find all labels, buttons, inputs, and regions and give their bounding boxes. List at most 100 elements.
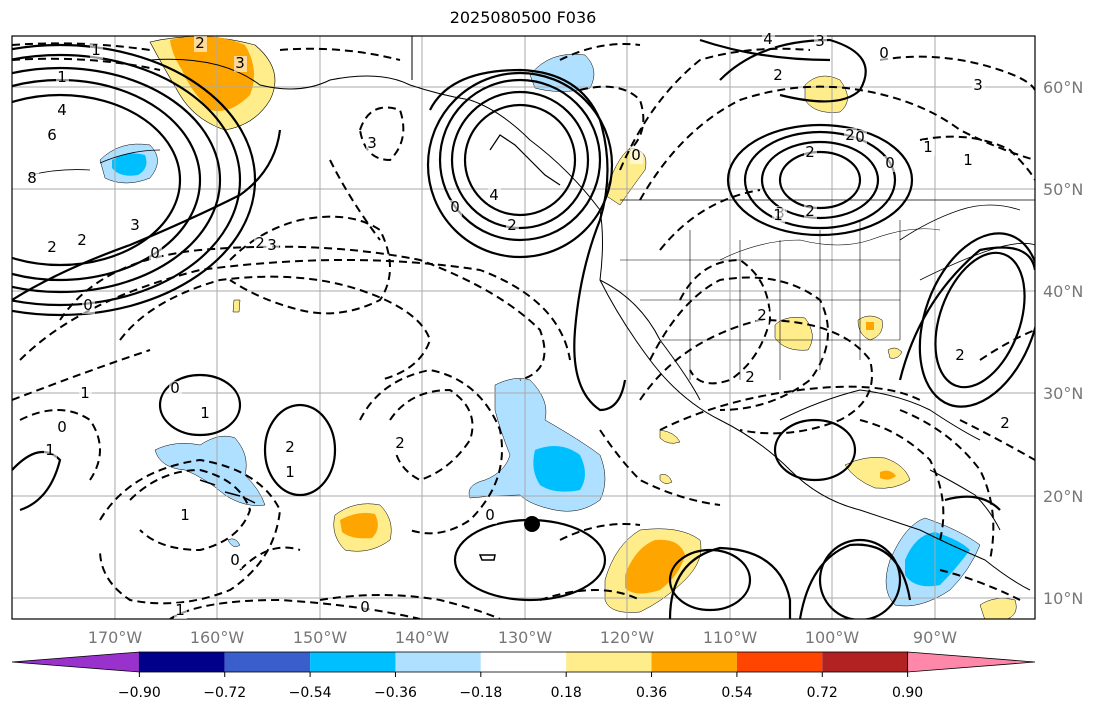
contour-label-bg [884, 156, 897, 172]
contour-label-bg [744, 370, 757, 386]
contour-label: 4 [763, 30, 773, 48]
contour-label-bg [129, 218, 142, 234]
contour-label-bg [359, 600, 372, 616]
contour-label: 2 [773, 66, 783, 84]
contour-label-bg [954, 348, 967, 364]
contour-label: 2 [745, 368, 755, 386]
contour-label-bg [79, 386, 92, 402]
contour-label: 1 [57, 68, 67, 86]
contour-label: 3 [130, 216, 140, 234]
coastlines [29, 36, 1035, 591]
contour-label-bg [254, 236, 267, 252]
contour-label: 1 [200, 404, 210, 422]
colorbar-extend-low [11, 651, 140, 673]
graticule [12, 36, 1035, 619]
contour-label-bg [772, 68, 785, 84]
contour-label: 0 [230, 551, 240, 569]
longitude-label: 150°W [293, 628, 348, 647]
colorbar-segment [566, 652, 652, 672]
contour-label-bg [484, 508, 497, 524]
contour-label-bg [82, 298, 95, 314]
contour-label: 2 [395, 434, 405, 452]
longitude-label: 100°W [805, 628, 860, 647]
contour-label-bg [488, 188, 501, 204]
contour-label-bg [179, 508, 192, 524]
contour-label: 2 [805, 143, 815, 161]
negative-contours [12, 42, 1035, 619]
contour-label: 4 [57, 101, 67, 119]
contour-label: 0 [150, 244, 160, 262]
contour-label: 2 [1000, 414, 1010, 432]
contour-label: 0 [885, 154, 895, 172]
contour-label: 1 [773, 206, 783, 224]
contour-label-bg [46, 128, 59, 144]
longitude-label: 140°W [395, 628, 450, 647]
contour-label-bg [46, 240, 59, 256]
contour-label: 2 [77, 231, 87, 249]
contour-label: 0 [631, 146, 641, 164]
map-title: 2025080500 F036 [449, 8, 597, 27]
contour-label-bg [804, 204, 817, 220]
contour-label: 0 [879, 44, 889, 62]
colorbar-segment [736, 652, 823, 672]
colorbar-segment [310, 652, 396, 672]
contour-label-bg [972, 78, 985, 94]
contour-label: 1 [175, 601, 185, 619]
contour-label: 2 [955, 346, 965, 364]
contour-label-bg [229, 553, 242, 569]
contour-label-bg [234, 56, 247, 72]
contour-label: 0 [360, 598, 370, 616]
contour-label-bg [194, 36, 207, 52]
contour-label-bg [844, 128, 857, 144]
contour-label: 2 [255, 234, 265, 252]
contour-label: 8 [27, 169, 37, 187]
contour-label-bg [266, 238, 279, 254]
contour-label-bg [149, 246, 162, 262]
contour-label: 2 [195, 34, 205, 52]
contour-label-bg [772, 208, 785, 224]
contour-label-bg [394, 436, 407, 452]
contour-label-bg [169, 381, 182, 397]
contour-label: 1 [285, 463, 295, 481]
contour-label: 2 [507, 216, 517, 234]
colorbar-tick-label: −0.18 [459, 685, 502, 701]
contour-label-bg [199, 406, 212, 422]
colorbar-tick-label: −0.90 [118, 685, 161, 701]
positive-contours [12, 38, 1035, 619]
contour-label: 3 [235, 54, 245, 72]
latitude-label: 20°N [1043, 487, 1083, 506]
latitude-label: 60°N [1043, 78, 1083, 97]
contour-label-bg [26, 171, 39, 187]
contour-label: 2 [47, 238, 57, 256]
longitude-label: 120°W [600, 628, 655, 647]
colorbar-tick-label: 0.18 [551, 685, 582, 701]
contour-label-bg [756, 308, 769, 324]
longitude-label: 90°W [913, 628, 957, 647]
contour-label: 0 [855, 128, 865, 146]
contour-label: 0 [57, 418, 67, 436]
storm-center-dot [524, 516, 540, 532]
longitude-label: 110°W [703, 628, 758, 647]
colorbar-tick-label: 0.72 [807, 685, 838, 701]
contour-label: 3 [367, 134, 377, 152]
contour-label: 1 [963, 151, 973, 169]
map-frame [11, 35, 1036, 620]
contour-label-bg [56, 70, 69, 86]
contour-label-bg [174, 603, 187, 619]
contour-label-bg [506, 218, 519, 234]
contour-label: 2 [285, 438, 295, 456]
colorbar-tick-label: −0.54 [289, 685, 332, 701]
contour-label-bg [999, 416, 1012, 432]
latitude-label: 30°N [1043, 384, 1083, 403]
contour-label-bg [284, 440, 297, 456]
contour-label-bg [44, 443, 57, 459]
contour-label-bg [962, 153, 975, 169]
contour-label-bg [762, 32, 775, 48]
contour-labels: 1146822303342023432032321020011201010122… [26, 30, 1012, 619]
contour-label-bg [366, 136, 379, 152]
contour-label: 2 [757, 306, 767, 324]
contour-label-bg [90, 43, 103, 59]
contour-label-bg [804, 145, 817, 161]
contour-label: 4 [489, 186, 499, 204]
